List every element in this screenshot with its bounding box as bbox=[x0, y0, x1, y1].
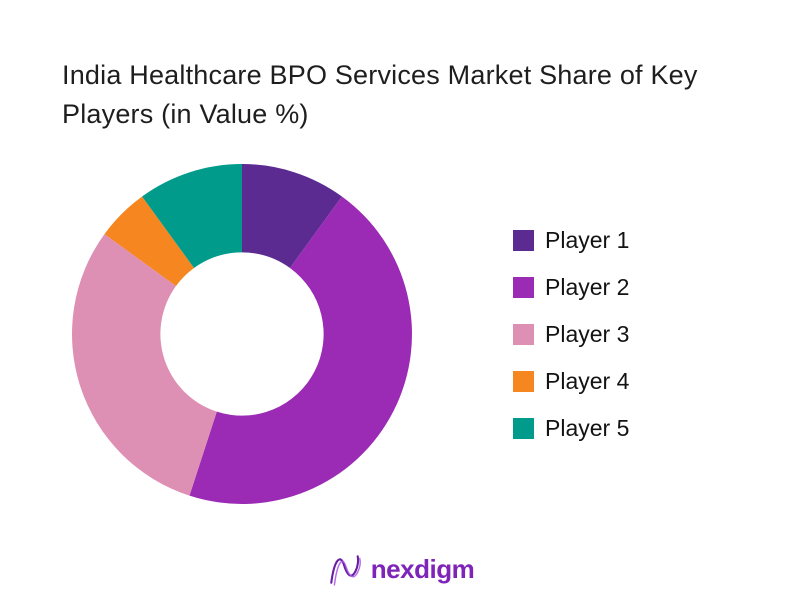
legend-swatch-player-5 bbox=[513, 417, 534, 439]
chart-title: India Healthcare BPO Services Market Sha… bbox=[62, 56, 752, 134]
donut-slice-player-3 bbox=[72, 234, 217, 496]
nexdigm-logo-icon bbox=[330, 555, 361, 586]
brand-wordmark: nexdigm bbox=[370, 553, 475, 584]
legend-item-player-4: Player 4 bbox=[513, 367, 630, 394]
legend-swatch-player-3 bbox=[513, 323, 534, 345]
legend-item-player-2: Player 2 bbox=[513, 273, 630, 300]
legend-label-player-5: Player 5 bbox=[545, 414, 630, 441]
legend-item-player-1: Player 1 bbox=[513, 226, 630, 253]
legend-label-player-4: Player 4 bbox=[545, 367, 630, 394]
donut-slice-player-2 bbox=[189, 196, 412, 504]
legend-swatch-player-2 bbox=[513, 276, 534, 298]
chart-title-line1: India Healthcare BPO Services Market Sha… bbox=[62, 60, 698, 90]
donut-chart bbox=[72, 164, 412, 504]
legend-label-player-1: Player 1 bbox=[545, 226, 630, 253]
chart-legend: Player 1 Player 2 Player 3 Player 4 Play… bbox=[513, 226, 630, 441]
legend-item-player-5: Player 5 bbox=[513, 414, 630, 441]
donut-slice-player-5 bbox=[142, 164, 242, 268]
chart-title-line2: Players (in Value %) bbox=[62, 99, 309, 129]
legend-label-player-3: Player 3 bbox=[545, 320, 630, 347]
donut-slice-player-4 bbox=[104, 196, 195, 287]
legend-swatch-player-4 bbox=[513, 370, 534, 392]
donut-slice-player-1 bbox=[242, 164, 342, 268]
brand-footer: nexdigm bbox=[0, 550, 800, 588]
legend-item-player-3: Player 3 bbox=[513, 320, 630, 347]
legend-swatch-player-1 bbox=[513, 229, 534, 251]
legend-label-player-2: Player 2 bbox=[545, 273, 630, 300]
